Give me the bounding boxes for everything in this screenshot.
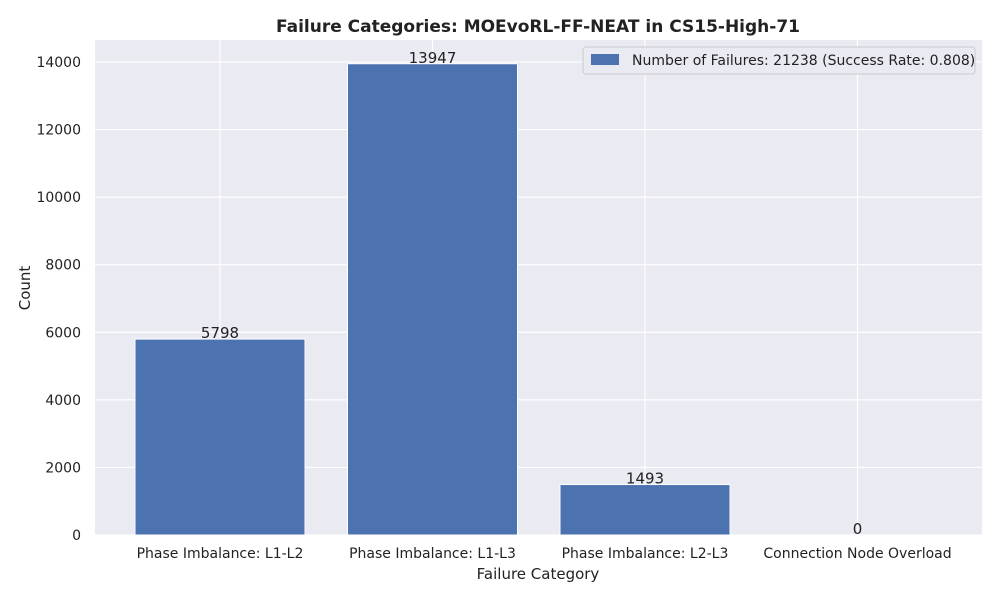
bar — [134, 338, 306, 536]
x-tick-label: Phase Imbalance: L1-L2 — [137, 546, 304, 562]
legend-swatch — [591, 54, 619, 65]
legend-box — [582, 46, 976, 75]
bar — [347, 63, 518, 536]
bar-value-label: 1493 — [626, 470, 664, 488]
y-tick-label: 14000 — [36, 55, 81, 71]
x-tick-label: Phase Imbalance: L2-L3 — [562, 546, 729, 562]
y-tick-label: 6000 — [45, 325, 81, 341]
x-tick-label: Phase Imbalance: L1-L3 — [349, 546, 516, 562]
x-axis-label: Failure Category — [477, 565, 600, 583]
bar — [559, 484, 731, 536]
bar-value-label: 0 — [853, 520, 863, 538]
y-tick-label: 2000 — [45, 460, 81, 476]
y-axis-label: Count — [16, 266, 34, 311]
bar-value-label: 5798 — [201, 324, 239, 342]
y-tick-label: 8000 — [45, 258, 81, 274]
y-tick-labels: 0 2000 4000 6000 8000 10000 12000 14000 — [36, 55, 81, 544]
y-tick-label: 4000 — [45, 393, 81, 409]
x-tick-label: Connection Node Overload — [763, 546, 951, 562]
chart-title: Failure Categories: MOEvoRL-FF-NEAT in C… — [276, 17, 800, 37]
legend: Number of Failures: 21238 (Success Rate:… — [582, 46, 976, 75]
y-tick-label: 12000 — [36, 123, 81, 139]
x-tick-labels: Phase Imbalance: L1-L2 Phase Imbalance: L… — [137, 546, 952, 562]
y-tick-label: 10000 — [36, 190, 81, 206]
y-tick-label: 0 — [72, 528, 81, 544]
bar-value-label: 13947 — [409, 49, 457, 67]
bar-labels: 5798 13947 1493 0 — [201, 49, 862, 538]
bars — [134, 63, 731, 536]
legend-label: Number of Failures: 21238 (Success Rate:… — [632, 53, 975, 69]
